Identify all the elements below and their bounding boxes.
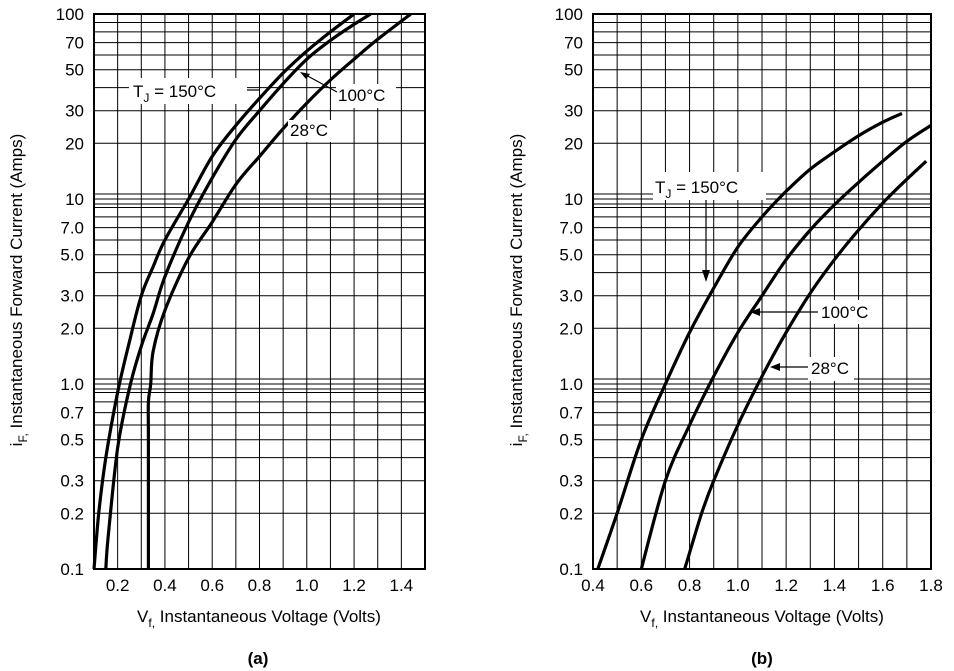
- panel-b-y-ticks: 0.1 0.2 0.3 0.5 0.7 1.0 2.0 3.0 5.0 7.0 10 20 30 50 70…: [555, 5, 583, 579]
- panel-b-y-tick-label: 0.2: [559, 504, 583, 523]
- panel-a-x-tick-label: 0.8: [248, 576, 272, 595]
- panel-b-x-tick-label: 0.6: [629, 576, 653, 595]
- panel-b-x-tick-label: 0.8: [678, 576, 702, 595]
- panel-b-caption: (b): [751, 649, 773, 668]
- panel-a-y-tick-label: 100: [56, 5, 84, 24]
- panel-b-arrowhead-28: [770, 363, 780, 371]
- panel-b-frame: [592, 13, 932, 570]
- panel-a-y-tick-label: 7.0: [60, 219, 84, 238]
- panel-b-x-tick-label: 1.8: [919, 576, 943, 595]
- panel-a-chart: TJ = 150°C 100°C 28°C 0.1 0.2 0.3 0.5 0.7 1.0…: [7, 5, 426, 668]
- panel-a-y-tick-label: 10: [65, 190, 84, 209]
- panel-a-x-tick-label: 0.4: [153, 576, 177, 595]
- panel-b-label-mask-150: [653, 172, 766, 200]
- panel-a-y-tick-label: 0.2: [60, 504, 84, 523]
- panel-b-series-line: [639, 124, 932, 570]
- panel-a-y-ticks: 0.1 0.2 0.3 0.5 0.7 1.0 2.0 3.0 5.0 7.0 10 20 30 50 70…: [56, 5, 84, 579]
- panel-b-x-tick-label: 1.6: [871, 576, 895, 595]
- panel-b-grid: [592, 13, 932, 570]
- panel-a-y-tick-label: 50: [65, 61, 84, 80]
- panel-b-label-150: TJ = 150°C: [655, 178, 738, 201]
- panel-b-x-ticks: 0.4 0.6 0.8 1.0 1.2 1.4 1.6 1.8: [581, 576, 943, 595]
- panel-a-y-tick-label: 2.0: [60, 319, 84, 338]
- panel-a-label-mask-100: [336, 84, 396, 108]
- panel-a-y-tick-label: 1.0: [60, 375, 84, 394]
- panel-b-y-tick-label: 10: [564, 190, 583, 209]
- panel-a-arrow-100: [303, 73, 338, 93]
- panel-b-y-tick-label: 0.1: [559, 560, 583, 579]
- panel-b-y-tick-label: 70: [564, 34, 583, 53]
- panel-b-y-tick-label: 1.0: [559, 375, 583, 394]
- panel-b-y-tick-label: 3.0: [559, 287, 583, 306]
- panel-a-arrowhead-100: [300, 72, 310, 79]
- panel-b-chart: TJ = 150°C 100°C 28°C 0.1 0.2 0.3 0.5 0.7 1.0…: [507, 5, 943, 668]
- panel-b-x-tick-label: 1.4: [823, 576, 847, 595]
- panel-a-label-mask-28: [288, 120, 332, 142]
- panel-a-y-tick-label: 3.0: [60, 287, 84, 306]
- panel-a-y-tick-label: 0.7: [60, 404, 84, 423]
- panel-a-y-tick-label: 0.5: [60, 431, 84, 450]
- panel-b-y-tick-label: 0.3: [559, 472, 583, 491]
- panel-a-frame: [93, 13, 426, 570]
- panel-b-x-tick-label: 0.4: [581, 576, 605, 595]
- panel-a-label-100: 100°C: [338, 86, 385, 105]
- panel-a-x-tick-label: 1.0: [295, 576, 319, 595]
- panel-b-x-tick-label: 1.2: [774, 576, 798, 595]
- panel-a-y-tick-label: 70: [65, 34, 84, 53]
- panel-b-y-tick-label: 7.0: [559, 219, 583, 238]
- panel-a-curves: [92, 12, 412, 570]
- panel-a-x-axis-label: Vf, Instantaneous Voltage (Volts): [137, 607, 381, 630]
- panel-b-y-axis-label: iF, Instantaneous Forward Current (Amps): [507, 134, 530, 447]
- panel-a-x-tick-label: 0.2: [106, 576, 130, 595]
- panel-b-y-tick-label: 0.5: [559, 431, 583, 450]
- panel-b-label-mask-100: [818, 300, 880, 324]
- panel-b-y-tick-label: 50: [564, 61, 583, 80]
- panel-a-series-line: [92, 12, 356, 570]
- panel-b-label-mask-28: [808, 357, 854, 381]
- panel-b-y-tick-label: 30: [564, 102, 583, 121]
- panel-a-x-tick-label: 1.2: [342, 576, 366, 595]
- panel-a-label-mask-150: [129, 78, 247, 104]
- panel-a-caption: (a): [248, 649, 269, 668]
- panel-b-annotations: TJ = 150°C 100°C 28°C: [653, 172, 880, 381]
- panel-a-y-tick-label: 20: [65, 134, 84, 153]
- panel-b-arrowhead-100: [750, 308, 760, 316]
- panel-a-series-line: [104, 12, 372, 570]
- panel-b-y-tick-label: 2.0: [559, 319, 583, 338]
- panel-b-y-tick-label: 5.0: [559, 246, 583, 265]
- panel-b-y-tick-label: 20: [564, 134, 583, 153]
- panel-b-x-tick-label: 1.0: [726, 576, 750, 595]
- panel-b-arrowhead-150: [702, 270, 710, 282]
- panel-a-label-28: 28°C: [290, 121, 328, 140]
- panel-a-y-axis-label: iF, Instantaneous Forward Current (Amps): [7, 134, 30, 447]
- panel-a-label-150: TJ = 150°C: [133, 82, 216, 105]
- panel-b-y-tick-label: 0.7: [559, 404, 583, 423]
- panel-a-y-tick-label: 0.1: [60, 560, 84, 579]
- panel-b-y-tick-label: 100: [555, 5, 583, 24]
- panel-a-x-tick-label: 0.6: [200, 576, 224, 595]
- panel-a-y-tick-label: 30: [65, 102, 84, 121]
- panel-b-x-axis-label: Vf, Instantaneous Voltage (Volts): [640, 607, 884, 630]
- panel-b-label-100: 100°C: [821, 303, 868, 322]
- panel-a-y-tick-label: 0.3: [60, 472, 84, 491]
- panel-a-y-tick-label: 5.0: [60, 246, 84, 265]
- panel-b-series-line: [596, 112, 903, 570]
- panel-b-label-28: 28°C: [811, 359, 849, 378]
- panel-a-x-tick-label: 1.4: [390, 576, 414, 595]
- panel-a-series-line: [146, 12, 412, 569]
- panel-a-annotations: TJ = 150°C 100°C 28°C: [129, 72, 396, 142]
- panel-a-x-ticks: 0.2 0.4 0.6 0.8 1.0 1.2 1.4: [106, 576, 413, 595]
